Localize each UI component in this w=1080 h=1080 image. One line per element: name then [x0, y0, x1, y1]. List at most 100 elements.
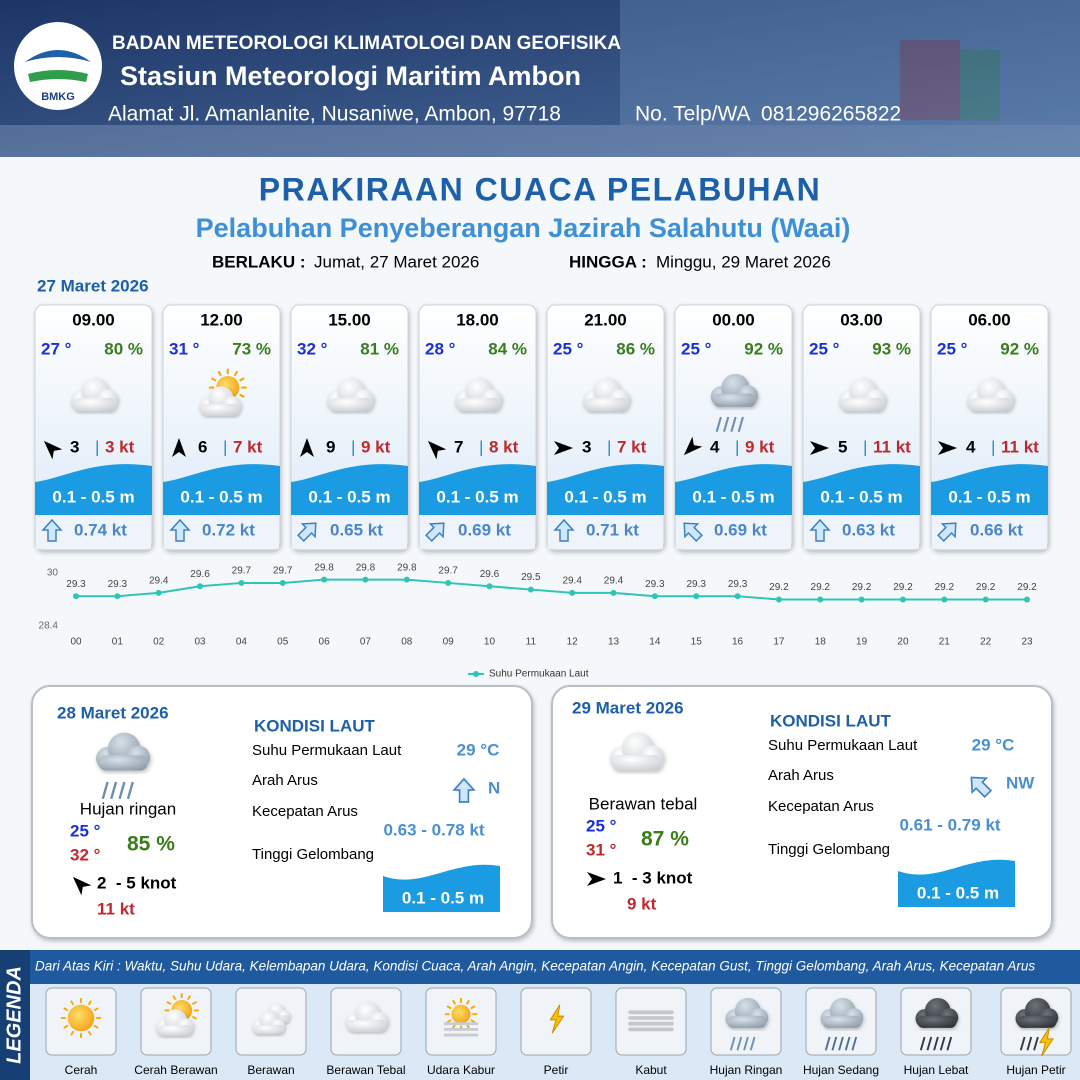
sea-title: KONDISI LAUT: [770, 711, 892, 730]
current-arrow: [553, 518, 575, 542]
card-humidity: 92 %: [1000, 339, 1039, 358]
card-wind: 7: [454, 437, 463, 456]
wind-arrow: [427, 440, 447, 460]
sun: [451, 1004, 471, 1024]
weather-icon: [199, 368, 247, 416]
rain-drop: [851, 1036, 858, 1051]
card-time: 09.00: [72, 310, 115, 329]
card-temp: 28 °: [425, 339, 456, 358]
card-gust: 9 kt: [745, 437, 775, 456]
cloud: [725, 997, 769, 1028]
card-separator: |: [735, 437, 739, 456]
sun-ray: [87, 1000, 92, 1006]
cloud: [610, 732, 665, 771]
x-tick-label: 12: [567, 637, 579, 648]
cloud-part: [200, 403, 240, 416]
sea-label: Arah Arus: [768, 767, 834, 784]
card-wind: 3: [70, 437, 79, 456]
wave-band: [675, 464, 792, 515]
sst-point: [734, 593, 741, 600]
card-wave: 0.1 - 0.5 m: [948, 487, 1030, 506]
legend-strip: [0, 950, 1080, 984]
wave-band: [898, 859, 1015, 907]
wind-arrow: [587, 872, 606, 886]
sst-value-label: 29.3: [686, 579, 706, 590]
rain-drop: [737, 416, 744, 432]
sun: [67, 1004, 95, 1032]
logo-mark: [28, 70, 88, 82]
cloud: [199, 386, 242, 416]
sst-value-label: 29.8: [356, 562, 376, 573]
day-humidity: 85 %: [127, 833, 175, 856]
rain-drop: [844, 1036, 851, 1051]
rain-drop: [730, 416, 737, 432]
wind-arrow: [172, 438, 186, 457]
sun-ray: [239, 393, 245, 398]
sst-point: [321, 576, 328, 583]
sun-ray: [470, 1019, 476, 1024]
card-humidity: 84 %: [488, 339, 527, 358]
sun-ray: [191, 1001, 197, 1006]
cloud-part: [157, 1025, 193, 1036]
day-wind: 1 - 3 knot: [613, 868, 693, 887]
legend-dot: [473, 671, 479, 677]
sst-point: [817, 596, 824, 603]
subtitle: Pelabuhan Penyeberangan Jazirah Salahutu…: [196, 213, 851, 243]
sst-point: [569, 589, 576, 596]
current-arrow: [970, 776, 993, 799]
day-temp-max: 31 °: [586, 840, 617, 859]
cloud: [326, 378, 375, 412]
card-current: 0.69 kt: [714, 520, 767, 539]
card-separator: |: [863, 437, 867, 456]
day-humidity: 87 %: [641, 828, 689, 851]
x-tick-label: 01: [112, 637, 124, 648]
sst-point: [899, 596, 906, 603]
card-gust: 8 kt: [489, 437, 519, 456]
sst-point: [1024, 596, 1030, 603]
x-tick-label: 15: [691, 637, 703, 648]
weather-icon: [549, 1004, 565, 1034]
header-decoration: [0, 0, 1080, 157]
wave-band: [931, 464, 1048, 515]
card-time: 18.00: [456, 310, 499, 329]
card-gust: 11 kt: [873, 437, 911, 456]
weather-icon: [155, 993, 199, 1036]
cloud: [155, 1009, 194, 1036]
sea-title: KONDISI LAUT: [254, 716, 376, 735]
wind-arrow: [72, 876, 92, 896]
x-tick-label: 10: [484, 637, 496, 648]
sea-label: Suhu Permukaan Laut: [252, 742, 402, 759]
wind-arrow: [683, 436, 703, 456]
x-tick-label: 08: [401, 637, 413, 648]
card-humidity: 86 %: [616, 339, 655, 358]
sea-sst: 29 °C: [457, 740, 500, 759]
wave-band: [291, 464, 408, 515]
sst-value-label: 29.7: [232, 566, 252, 577]
cloud: [1015, 997, 1059, 1028]
card-wind: 5: [838, 437, 847, 456]
card-temp: 25 °: [937, 339, 968, 358]
weather-icon: [610, 732, 665, 771]
sun-ray: [166, 1001, 172, 1006]
card-wind: 9: [326, 437, 335, 456]
cloud-part: [253, 1025, 285, 1035]
sst-value-label: 29.6: [480, 569, 500, 580]
sst-value-label: 29.6: [190, 569, 210, 580]
card-gust: 7 kt: [617, 437, 647, 456]
sea-label: Kecepatan Arus: [252, 803, 358, 820]
address: Alamat Jl. Amanlanite, Nusaniwe, Ambon, …: [108, 103, 561, 126]
sun-ray: [63, 1024, 69, 1029]
wave-band: [163, 464, 280, 515]
card-wind: 4: [966, 437, 976, 456]
sst-point: [651, 593, 658, 600]
rain-drop: [736, 1036, 743, 1051]
y-tick-label: 30: [47, 568, 59, 579]
wind-arrow: [938, 441, 957, 455]
card-humidity: 93 %: [872, 339, 911, 358]
legend-label: Suhu Permukaan Laut: [489, 669, 589, 680]
wave-band: [35, 464, 152, 515]
x-tick-label: 07: [360, 637, 372, 648]
card-time: 12.00: [200, 310, 243, 329]
sea-wave: 0.1 - 0.5 m: [917, 883, 999, 902]
legend-icon-box: [615, 987, 687, 1056]
